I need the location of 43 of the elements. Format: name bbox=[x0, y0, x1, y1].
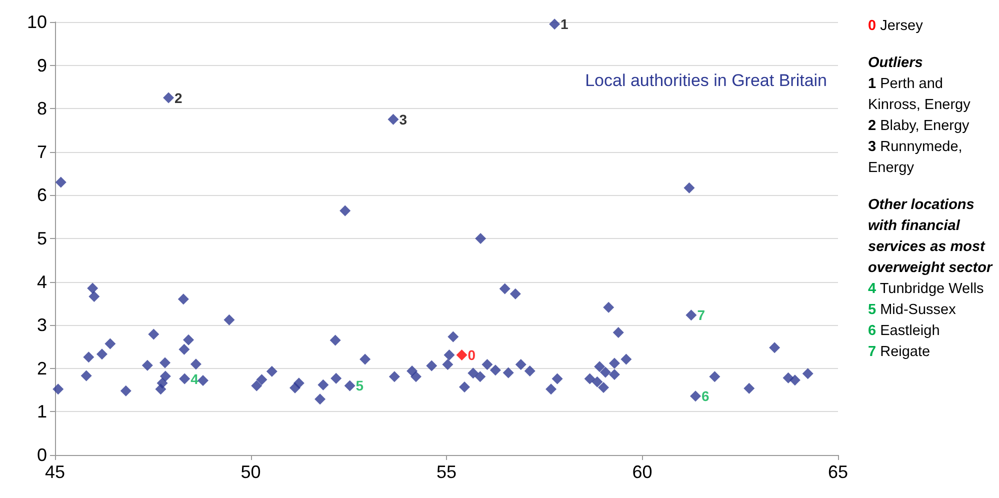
x-tick-label: 60 bbox=[632, 462, 652, 482]
x-tick-label: 65 bbox=[828, 462, 848, 482]
y-tick-label: 7 bbox=[36, 142, 47, 162]
y-tick-label: 9 bbox=[36, 55, 47, 76]
annotation: 1 bbox=[560, 16, 569, 32]
text: 3 Runnymede, Energy bbox=[868, 138, 964, 178]
text: 5 Mid-Sussex bbox=[868, 301, 957, 320]
y-tick-label: 6 bbox=[36, 185, 47, 206]
text: 4 Tunbridge Wells bbox=[868, 280, 985, 299]
annotation: 0 bbox=[468, 346, 476, 363]
annotation: 4 bbox=[190, 370, 199, 387]
y-tick-label: 5 bbox=[36, 228, 47, 248]
annotation: 6 bbox=[701, 388, 710, 404]
y-tick-label: 10 bbox=[26, 12, 47, 32]
y-tick-label: 3 bbox=[36, 315, 47, 336]
point bbox=[456, 349, 468, 360]
x-tick-label: 50 bbox=[240, 462, 261, 482]
text: 1 Perth and Kinross, Energy bbox=[868, 75, 972, 115]
point bbox=[690, 390, 701, 402]
annotation: Local authorities in Great Britain bbox=[585, 71, 828, 90]
text: 2 Blaby, Energy bbox=[868, 117, 970, 136]
y-tick-label: 2 bbox=[36, 358, 47, 378]
y-tick-label: 8 bbox=[36, 98, 47, 119]
point bbox=[388, 114, 399, 125]
point bbox=[163, 92, 174, 104]
x-tick-label: 55 bbox=[436, 462, 457, 482]
text: 6 Eastleigh bbox=[868, 322, 941, 341]
annotation: 3 bbox=[399, 111, 408, 128]
text: Outliers bbox=[868, 54, 924, 73]
annotation: 7 bbox=[697, 307, 706, 324]
text: 0 Jersey bbox=[868, 17, 924, 36]
x-tick-label: 45 bbox=[44, 462, 66, 482]
point bbox=[344, 380, 356, 392]
annotation: 2 bbox=[174, 90, 183, 106]
point bbox=[179, 373, 190, 384]
point bbox=[686, 310, 697, 321]
annotation: 5 bbox=[356, 378, 364, 394]
point bbox=[549, 18, 560, 30]
text: 7 Reigate bbox=[868, 343, 932, 362]
y-tick-label: 1 bbox=[36, 402, 47, 422]
text: Other locations with financial services as most overweight sector bbox=[868, 196, 994, 278]
y-tick-label: 0 bbox=[36, 445, 47, 465]
y-tick-label: 4 bbox=[36, 272, 47, 292]
